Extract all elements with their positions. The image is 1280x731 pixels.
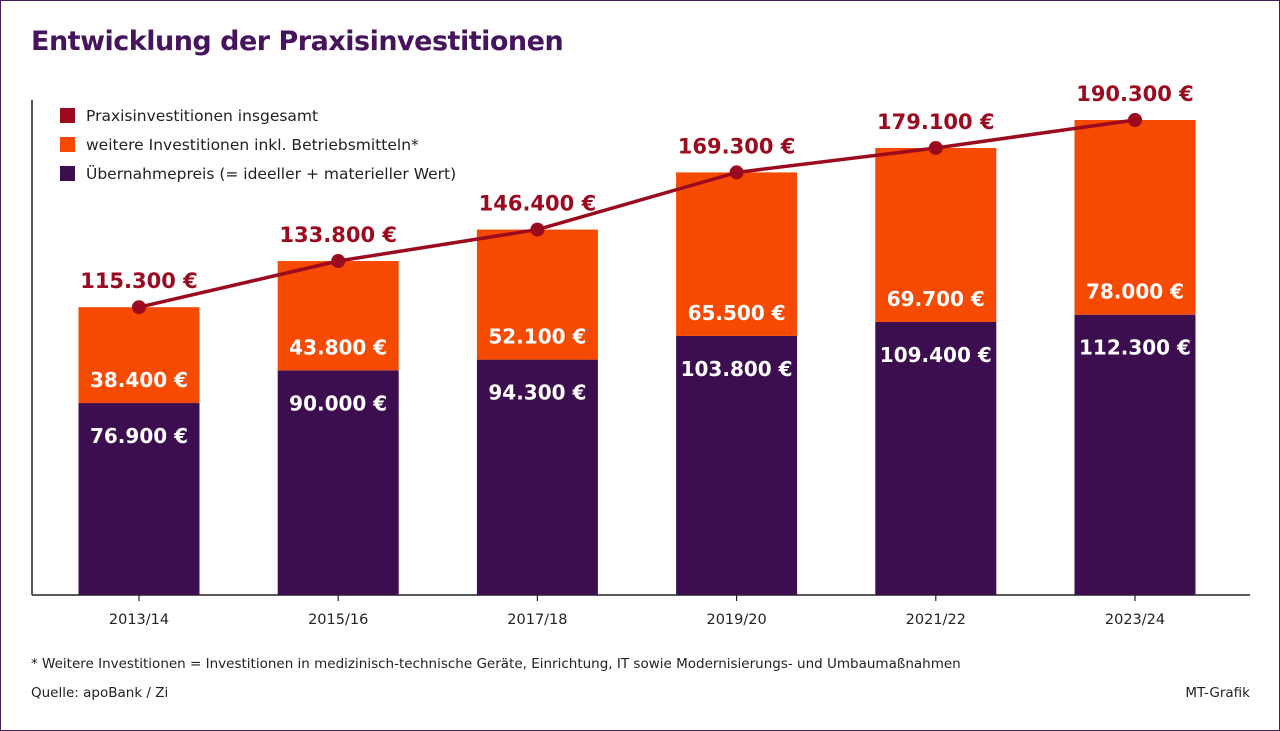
point-total <box>729 165 744 180</box>
bar-purchase <box>476 359 598 595</box>
point-total <box>1128 113 1142 127</box>
bar-purchase <box>277 370 399 595</box>
legend-item-other: weitere Investitionen inkl. Betriebsmitt… <box>60 130 456 159</box>
footnote: * Weitere Investitionen = Investitionen … <box>31 656 961 672</box>
point-total <box>928 140 943 155</box>
legend-item-total: Praxisinvestitionen insgesamt <box>60 101 456 130</box>
data-label-purchase: 103.800 € <box>681 357 793 381</box>
bar-other <box>277 261 399 371</box>
x-tick-label: 2013/14 <box>109 612 169 628</box>
legend-swatch <box>60 108 75 123</box>
data-label-other: 78.000 € <box>1086 280 1184 304</box>
legend-label: Praxisinvestitionen insgesamt <box>86 106 319 125</box>
bar-purchase <box>1074 314 1196 595</box>
bar-other <box>875 147 997 322</box>
point-total <box>132 300 146 315</box>
x-tick-label: 2023/24 <box>1105 612 1165 628</box>
bar-other <box>676 172 798 336</box>
data-label-other: 52.100 € <box>488 325 586 349</box>
data-label-total: 179.100 € <box>877 110 995 134</box>
bar-purchase <box>676 335 798 595</box>
data-label-other: 65.500 € <box>688 301 786 325</box>
x-tick-label: 2021/22 <box>906 612 966 628</box>
data-label-total: 169.300 € <box>678 134 796 158</box>
legend-label: Übernahmepreis (= ideeller + materieller… <box>86 164 457 183</box>
data-label-purchase: 94.300 € <box>488 381 586 405</box>
line-total <box>138 118 1136 309</box>
legend: Praxisinvestitionen insgesamt weitere In… <box>60 101 456 188</box>
data-label-purchase: 109.400 € <box>880 343 992 367</box>
chart-title: Entwicklung der Praxisinvestitionen <box>31 26 564 57</box>
data-label-total: 190.300 € <box>1076 82 1194 106</box>
data-label-total: 133.800 € <box>279 223 397 247</box>
legend-item-purchase: Übernahmepreis (= ideeller + materieller… <box>60 159 456 188</box>
x-tick-label: 2019/20 <box>706 612 766 628</box>
x-tick-label: 2017/18 <box>507 612 567 628</box>
data-label-purchase: 76.900 € <box>90 424 188 448</box>
data-label-purchase: 90.000 € <box>289 391 387 415</box>
legend-label: weitere Investitionen inkl. Betriebsmitt… <box>86 135 419 154</box>
legend-swatch <box>60 166 75 181</box>
data-label-other: 38.400 € <box>90 368 188 392</box>
data-label-total: 146.400 € <box>479 192 597 216</box>
data-label-purchase: 112.300 € <box>1079 336 1191 360</box>
x-tick-label: 2015/16 <box>308 612 368 628</box>
bar-other <box>1074 120 1196 315</box>
source: Quelle: apoBank / Zi <box>31 685 169 701</box>
bar-other <box>78 307 200 404</box>
bar-other <box>476 229 598 360</box>
bar-purchase <box>875 321 997 595</box>
point-total <box>331 254 346 269</box>
data-label-other: 69.700 € <box>887 287 985 311</box>
data-label-total: 115.300 € <box>80 269 198 293</box>
legend-swatch <box>60 137 75 152</box>
point-total <box>530 222 545 237</box>
bar-purchase <box>78 403 200 595</box>
data-label-other: 43.800 € <box>289 335 387 359</box>
credit: MT-Grafik <box>1185 685 1250 701</box>
